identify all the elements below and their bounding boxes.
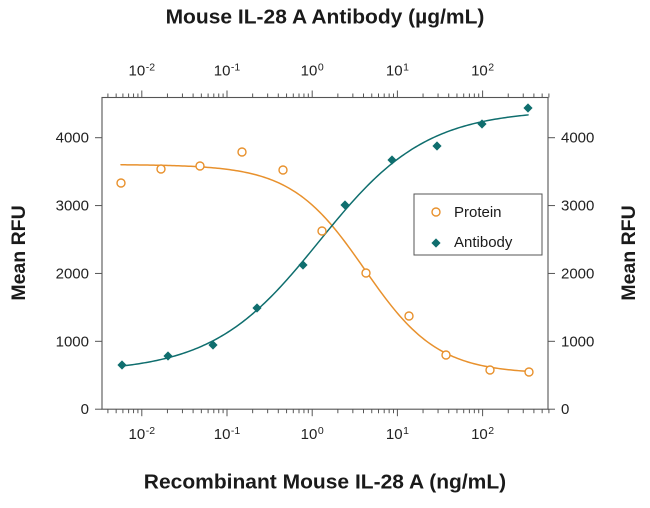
svg-text:2000: 2000 (56, 265, 89, 282)
svg-text:3000: 3000 (56, 198, 89, 215)
svg-text:Mean RFU: Mean RFU (618, 205, 640, 300)
svg-text:10-2: 10-2 (129, 425, 156, 443)
svg-text:101: 101 (386, 425, 409, 443)
svg-text:10-2: 10-2 (129, 62, 156, 80)
svg-text:Mean RFU: Mean RFU (8, 205, 30, 300)
svg-text:3000: 3000 (561, 198, 594, 215)
svg-text:Recombinant Mouse IL-28 A (ng/: Recombinant Mouse IL-28 A (ng/mL) (144, 471, 506, 493)
svg-text:0: 0 (561, 401, 569, 418)
svg-text:102: 102 (471, 425, 494, 443)
svg-text:10-1: 10-1 (214, 425, 241, 443)
svg-text:1000: 1000 (56, 333, 89, 350)
svg-text:Mouse IL-28 A Antibody (µg/mL): Mouse IL-28 A Antibody (µg/mL) (166, 6, 485, 28)
svg-text:2000: 2000 (561, 265, 594, 282)
svg-text:102: 102 (471, 62, 494, 80)
svg-text:Antibody: Antibody (454, 234, 513, 251)
svg-text:10-1: 10-1 (214, 62, 241, 80)
svg-text:100: 100 (301, 425, 324, 443)
svg-text:100: 100 (301, 62, 324, 80)
svg-text:Protein: Protein (454, 204, 502, 221)
svg-text:1000: 1000 (561, 333, 594, 350)
svg-text:4000: 4000 (561, 130, 594, 147)
svg-text:101: 101 (386, 62, 409, 80)
svg-text:0: 0 (81, 401, 89, 418)
svg-text:4000: 4000 (56, 130, 89, 147)
